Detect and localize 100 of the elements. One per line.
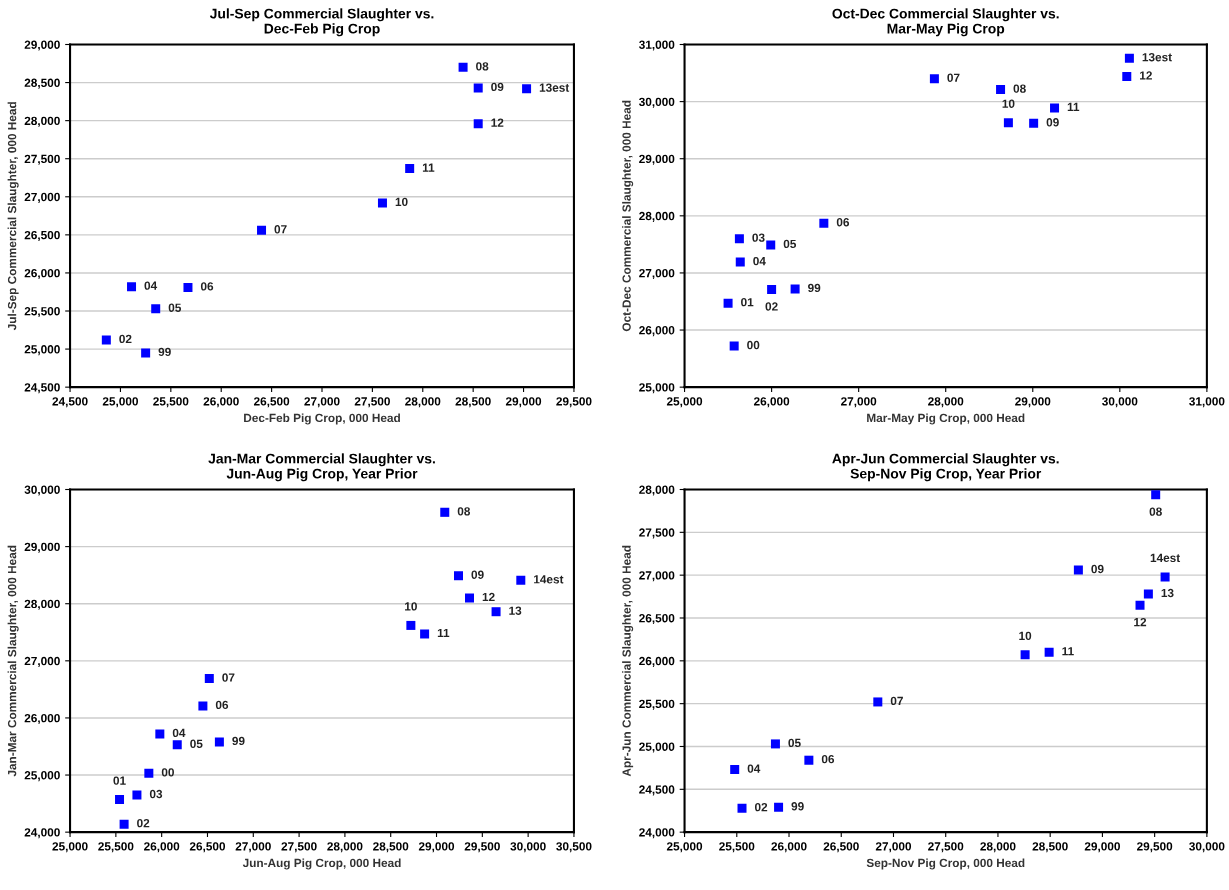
point <box>151 304 161 314</box>
point <box>141 348 151 358</box>
annotation: 05 <box>783 239 797 249</box>
chart-title: Jan-Mar Commercial Slaughter vs. Jun-Aug Pig Crop, Year Prior <box>208 453 435 482</box>
point <box>405 164 415 174</box>
point <box>491 607 501 617</box>
point <box>996 85 1006 95</box>
annotation: 08 <box>1013 84 1026 93</box>
annotation: 05 <box>190 739 203 748</box>
annotation: 04 <box>144 281 158 290</box>
x-tick-label: 28,000 <box>405 397 441 408</box>
point <box>214 737 224 747</box>
point <box>873 697 883 707</box>
annotation: 08 <box>457 507 471 516</box>
x-axis-title: Mar-May Pig Crop, 000 Head <box>867 413 1025 425</box>
y-tick-label: 27,500 <box>24 154 60 165</box>
x-tick-label: 30,500 <box>556 842 592 853</box>
annotation: 08 <box>1149 507 1162 516</box>
y-tick-label: 26,000 <box>639 326 675 337</box>
annotation: 13 <box>1161 588 1174 598</box>
x-tick-label: 27,000 <box>235 842 271 853</box>
x-tick-label: 26,000 <box>771 842 807 853</box>
y-tick-label: 25,000 <box>639 383 675 394</box>
annotation: 07 <box>274 225 287 234</box>
point <box>737 803 747 813</box>
y-tick-label: 29,000 <box>639 154 675 165</box>
point <box>516 575 526 585</box>
annotation: 00 <box>161 768 174 777</box>
x-tick-label: 25,000 <box>666 842 703 853</box>
point <box>1050 103 1060 113</box>
point <box>257 225 267 235</box>
x-axis-title: Jun-Aug Pig Crop, 000 Head <box>242 858 401 870</box>
point <box>1151 490 1161 500</box>
x-tick-label: 28,500 <box>373 842 409 853</box>
annotation: 06 <box>200 282 214 291</box>
point <box>183 282 193 292</box>
annotation: 06 <box>821 755 835 764</box>
y-tick-label: 27,000 <box>24 656 60 667</box>
x-tick-label: 27,500 <box>928 842 964 853</box>
y-tick-label: 31,000 <box>639 40 675 51</box>
annotation: 01 <box>113 776 126 785</box>
annotation: 04 <box>753 256 766 266</box>
annotation: 05 <box>168 303 182 312</box>
point <box>473 119 483 129</box>
annotation: 09 <box>471 570 484 579</box>
x-tick-label: 26,500 <box>823 842 859 853</box>
y-axis-title: Jan-Mar Commercial Slaughter, 000 Head <box>7 545 19 777</box>
y-tick-label: 26,000 <box>639 656 675 667</box>
point <box>115 795 125 805</box>
annotation: 05 <box>788 738 801 748</box>
x-tick-label: 26,000 <box>203 397 239 408</box>
x-tick-label: 28,000 <box>980 842 1016 853</box>
annotation: 00 <box>747 340 760 350</box>
annotation: 02 <box>119 334 132 344</box>
x-tick-label: 26,000 <box>144 842 180 853</box>
annotation: 07 <box>890 696 903 706</box>
y-tick-label: 28,500 <box>24 78 60 89</box>
annotation: 13 <box>509 606 522 615</box>
annotation: 02 <box>137 818 150 828</box>
annotation: 14est <box>1150 553 1181 563</box>
point <box>1135 600 1145 610</box>
x-tick-label: 31,000 <box>1189 397 1225 408</box>
y-tick-label: 28,000 <box>639 211 675 222</box>
annotation: 03 <box>149 789 163 799</box>
x-axis-title: Sep-Nov Pig Crop, 000 Head <box>866 858 1025 870</box>
point <box>198 701 208 711</box>
y-tick-label: 28,000 <box>24 599 60 610</box>
point <box>204 674 214 684</box>
x-tick-label: 29,000 <box>1084 842 1120 853</box>
point <box>729 341 739 351</box>
annotation: 04 <box>747 764 761 773</box>
point <box>155 729 165 739</box>
y-tick-label: 25,000 <box>24 345 60 356</box>
y-tick-label: 27,500 <box>639 528 675 539</box>
annotation: 04 <box>172 728 186 738</box>
annotation: 12 <box>491 118 504 127</box>
chart-title: Apr-Jun Commercial Slaughter vs. Sep-Nov Pig Crop, Year Prior <box>832 453 1059 482</box>
x-tick-label: 27,000 <box>304 397 340 408</box>
y-tick-label: 25,500 <box>24 307 60 318</box>
x-tick-label: 29,500 <box>1137 842 1173 853</box>
y-tick-label: 29,000 <box>24 542 60 553</box>
point <box>522 84 532 94</box>
y-tick-label: 26,500 <box>24 230 60 241</box>
y-tick-label: 24,000 <box>24 828 60 839</box>
x-axis-title: Dec-Feb Pig Crop, 000 Head <box>244 413 400 425</box>
annotation: 12 <box>1140 71 1152 80</box>
annotation: 10 <box>1019 631 1032 640</box>
x-tick-label: 26,500 <box>189 842 226 853</box>
annotation: 09 <box>1091 564 1104 574</box>
point <box>1003 118 1013 128</box>
x-tick-label: 27,500 <box>281 842 317 853</box>
point <box>723 298 733 308</box>
annotation: 10 <box>405 602 417 611</box>
y-tick-label: 30,000 <box>24 485 60 496</box>
point <box>1044 647 1054 657</box>
y-tick-label: 26,500 <box>639 614 675 625</box>
point <box>440 507 450 517</box>
y-tick-label: 29,000 <box>24 40 60 51</box>
x-tick-label: 29,000 <box>418 842 455 853</box>
x-tick-label: 25,000 <box>666 397 703 408</box>
